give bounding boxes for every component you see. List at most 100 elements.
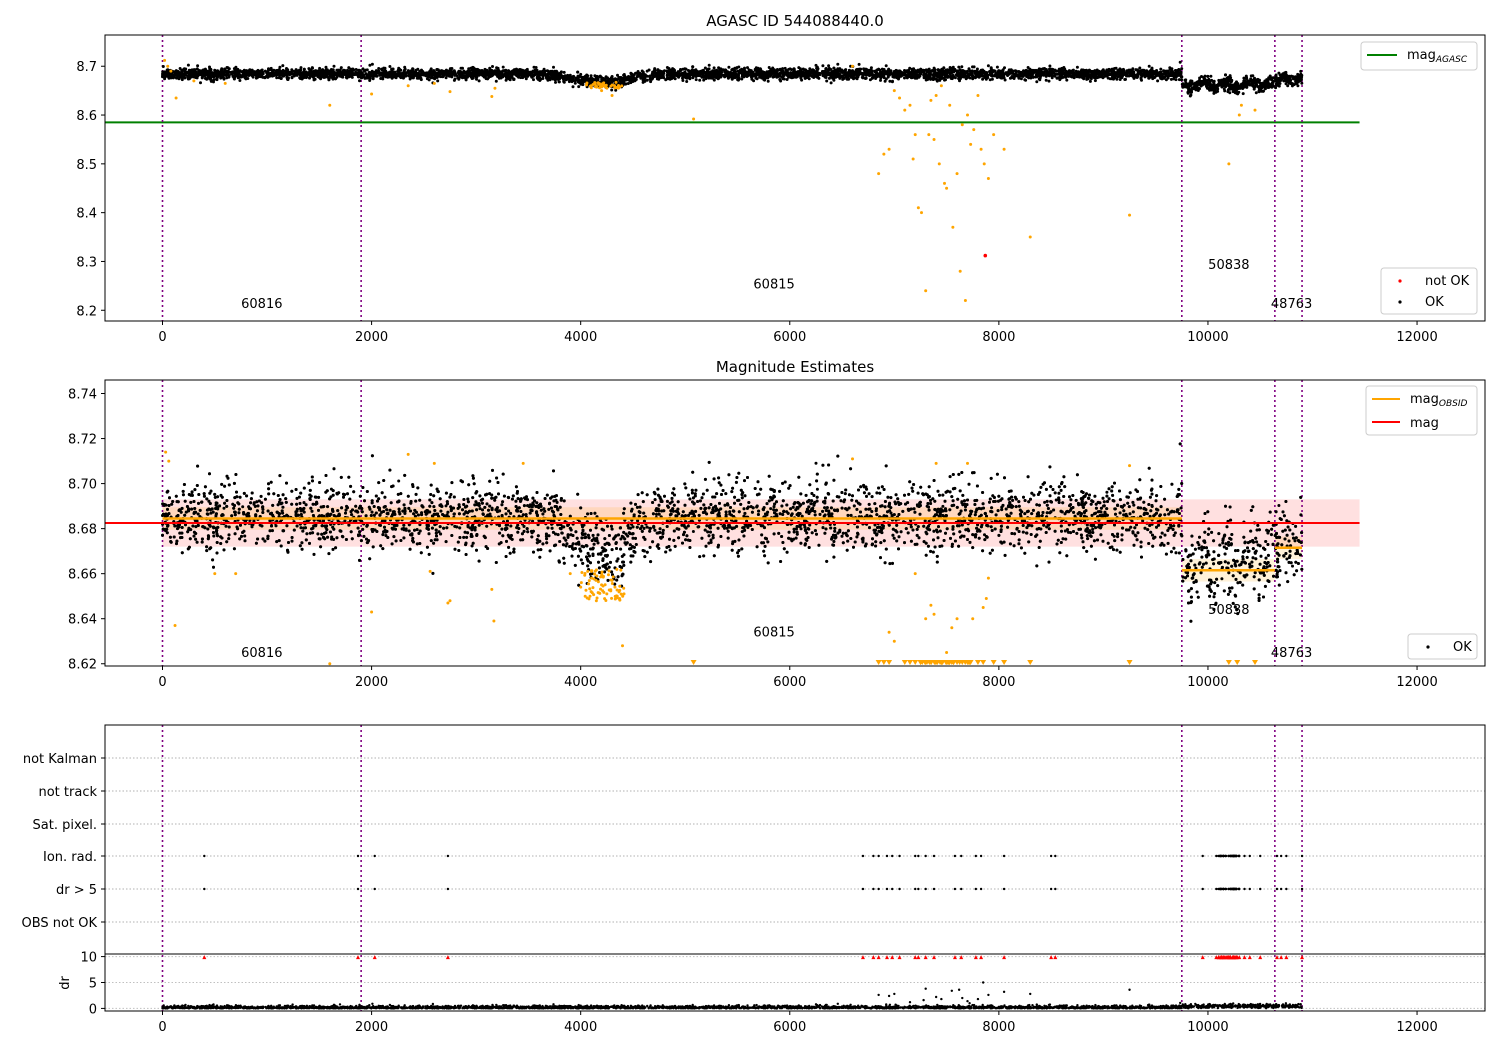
ok-point [475,77,478,81]
ok-point [963,71,967,75]
ok-point [589,74,593,78]
ok-point [1249,77,1253,81]
ok-point [702,78,706,82]
ok-point [813,70,817,74]
ok-point [1227,84,1231,88]
ok-point [358,69,362,73]
ok-point [1088,79,1092,83]
ok-point [175,72,179,76]
ok-point [370,62,374,66]
ok-point [227,74,231,77]
ok-point [1210,78,1214,82]
ok-point [1022,73,1026,76]
ok-point [534,66,538,69]
ok-point [245,69,249,73]
ok-point [225,69,229,73]
ok-point [995,65,999,69]
ok-point [452,69,456,73]
ok-point [1167,74,1171,78]
ok-point [821,64,825,68]
ok-point [369,72,373,76]
ok-point [762,72,766,76]
ok-point [668,77,672,81]
ok-point [444,68,448,72]
ok-point [1035,80,1039,84]
ok-point [1091,74,1095,78]
ok-point [530,75,534,78]
ok-point [212,74,215,78]
ok-point [882,68,886,71]
ok-point [1155,71,1158,75]
ok-point [707,63,711,67]
ok-point [717,67,721,70]
ok-point [512,72,516,76]
ok-point [1045,69,1049,73]
ok-point [1096,71,1100,75]
ok-point [999,76,1003,80]
ok-point [641,78,645,82]
ok-point [1010,75,1014,78]
ok-point [705,68,709,72]
ok-point [810,74,814,78]
ok-point [618,76,622,80]
ok-point [519,69,523,73]
ok-point [246,77,250,80]
ok-point [386,75,390,79]
ok-point [772,75,776,79]
ok-point [380,68,384,72]
ok-point [372,72,376,76]
ok-point [1139,72,1142,76]
ok-point [1042,72,1046,76]
ok-point [1153,75,1157,79]
ok-point [683,67,687,71]
ok-point [829,72,833,76]
ok-point [375,74,379,78]
ok-point [616,73,619,77]
ok-point [1064,75,1068,79]
ok-point [1253,76,1256,80]
ok-point [1203,77,1207,81]
ok-point [727,65,731,69]
ok-point [1295,78,1299,82]
ok-point [371,77,375,81]
ok-point [439,70,443,74]
ok-point [683,70,687,74]
ok-point [416,72,420,76]
ok-point [803,76,807,80]
ok-point [668,72,672,76]
ok-point [261,70,265,74]
ok-point [282,74,286,78]
ok-point [1093,79,1097,83]
ok-point [614,88,618,92]
ok-point [220,67,224,71]
ok-point [1150,66,1154,70]
ok-point [762,76,765,80]
ok-point [610,88,614,92]
ok-point [908,66,912,70]
ok-point [406,69,410,73]
ok-point [548,78,552,82]
ok-point [272,68,276,72]
ok-point [801,70,805,74]
ok-point [649,80,653,84]
ok-point [1080,75,1084,79]
ok-point [554,80,557,84]
ok-point [909,73,913,76]
ok-point [285,73,289,77]
ok-point [416,67,420,71]
ok-point [1115,77,1119,81]
ok-point [278,65,282,69]
ok-point [308,68,312,72]
ok-point [544,75,548,79]
ok-point [906,74,910,78]
ok-point [1118,68,1121,72]
ok-point [888,79,892,83]
ok-point [655,75,659,79]
ok-point [1148,72,1152,76]
ok-point [1037,77,1041,81]
ok-point [266,75,270,79]
ok-point [712,66,716,70]
ok-point [1200,80,1204,84]
ok-point [234,65,238,69]
ok-point [1289,78,1293,82]
